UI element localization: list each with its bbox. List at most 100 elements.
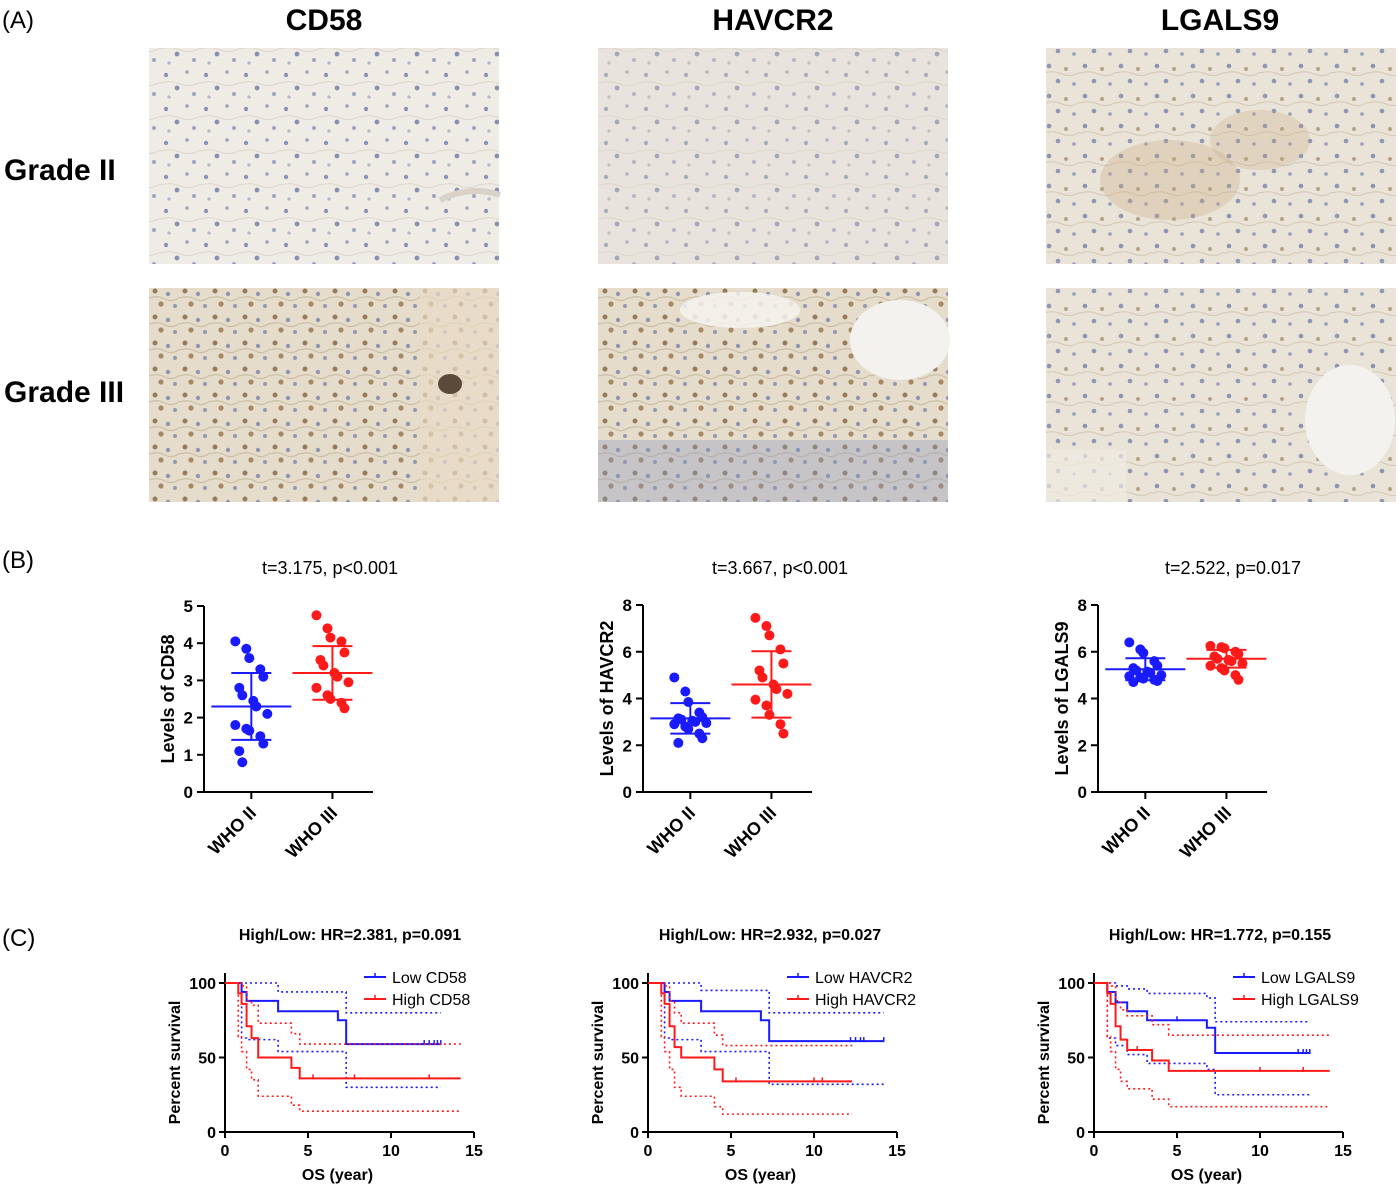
x-axis-label: OS (year) — [1171, 1167, 1242, 1184]
y-axis-label: Percent survival — [167, 1001, 184, 1125]
y-tick-label: 0 — [623, 783, 632, 802]
y-tick-label: 5 — [184, 597, 193, 616]
y-axis-label: Levels of CD58 — [158, 634, 178, 763]
who-iii-point — [761, 700, 772, 711]
x-tick-label: 5 — [304, 1143, 313, 1160]
who-ii-point — [237, 757, 248, 768]
who-iii-point — [1233, 674, 1244, 685]
histology-column-havcr2: HAVCR2 — [712, 4, 833, 37]
who-ii-point — [1138, 647, 1149, 658]
histology-row-grade-ii: Grade II — [4, 154, 116, 187]
low-survival-curve — [648, 982, 884, 1043]
who-iii-point — [757, 672, 768, 683]
dot-plot-2: t=3.667, p<0.001 0 2 4 6 8 Levels of HAVCR2 WHO… — [597, 558, 848, 862]
who-ii-point — [237, 690, 248, 701]
chart-title: High/Low: HR=1.772, p=0.155 — [1109, 927, 1331, 944]
low-ci-lower — [648, 982, 884, 1086]
y-tick-label: 0 — [207, 1125, 216, 1142]
who-iii-point — [325, 632, 336, 643]
y-axis-label: Levels of LGALS9 — [1052, 621, 1072, 775]
who-iii-point — [764, 630, 775, 641]
low-legend-label: Low LGALS9 — [1261, 970, 1355, 987]
chart-title: High/Low: HR=2.381, p=0.091 — [239, 927, 461, 944]
panel-label-c: (C) — [2, 925, 35, 952]
high-survival-curve — [1094, 982, 1330, 1072]
x-tick-label: WHO III — [1176, 803, 1235, 862]
y-tick-label: 8 — [1078, 596, 1087, 615]
who-iii-point — [339, 647, 350, 658]
histology-row-grade-iii: Grade III — [4, 376, 124, 409]
y-tick-label: 8 — [623, 596, 632, 615]
km-chart-3: High/Low: HR=1.772, p=0.155 0 50 100 0 5 10 15 O… — [1036, 927, 1359, 1184]
y-tick-label: 100 — [612, 976, 639, 993]
chart-title: High/Low: HR=2.932, p=0.027 — [659, 927, 881, 944]
who-iii-point — [750, 612, 761, 623]
y-tick-label: 2 — [1078, 736, 1087, 755]
micrograph-havcr2-grade-iii — [598, 288, 950, 502]
who-iii-point — [1226, 656, 1237, 667]
y-tick-label: 50 — [621, 1051, 639, 1068]
x-tick-label: 10 — [805, 1143, 823, 1160]
x-tick-label: 5 — [727, 1143, 736, 1160]
x-tick-label: 15 — [1334, 1143, 1352, 1160]
who-ii-point — [230, 720, 241, 731]
chart-title: t=2.522, p=0.017 — [1165, 558, 1301, 578]
who-ii-point — [669, 719, 680, 730]
micrograph-cd58-grade-ii — [149, 48, 501, 264]
who-iii-point — [761, 621, 772, 632]
dot-plot-3: t=2.522, p=0.017 0 2 4 6 8 Levels of LGALS9 WHO… — [1052, 558, 1301, 862]
who-iii-point — [782, 688, 793, 699]
x-tick-label: WHO II — [1098, 803, 1154, 859]
who-iii-point — [336, 636, 347, 647]
who-iii-point — [750, 694, 761, 705]
y-tick-label: 3 — [184, 671, 193, 690]
dot-plot-1: t=3.175, p<0.001 0 1 2 3 4 5 Levels of CD58 WHO … — [158, 558, 398, 862]
high-survival-curve — [225, 982, 461, 1080]
y-tick-label: 2 — [184, 709, 193, 728]
x-tick-label: 5 — [1173, 1143, 1182, 1160]
low-legend-label: Low CD58 — [392, 970, 467, 987]
y-axis-label: Percent survival — [1036, 1001, 1053, 1125]
low-survival-curve — [1094, 982, 1310, 1055]
y-tick-label: 0 — [630, 1125, 639, 1142]
micrograph-havcr2-grade-ii — [598, 48, 948, 264]
who-ii-point — [258, 738, 269, 749]
who-iii-point — [778, 658, 789, 669]
y-tick-label: 6 — [1078, 643, 1087, 662]
who-iii-point — [343, 677, 354, 688]
who-iii-point — [339, 703, 350, 714]
who-iii-point — [1233, 649, 1244, 660]
y-tick-label: 0 — [184, 783, 193, 802]
who-ii-point — [683, 697, 694, 708]
y-tick-label: 100 — [1058, 976, 1085, 993]
high-survival-curve — [648, 982, 853, 1083]
x-tick-label: WHO III — [721, 803, 780, 862]
who-iii-point — [332, 671, 343, 682]
y-axis-label: Percent survival — [590, 1001, 607, 1125]
y-tick-label: 6 — [623, 643, 632, 662]
histology-column-lgals9: LGALS9 — [1161, 4, 1279, 37]
who-ii-point — [244, 725, 255, 736]
x-tick-label: 10 — [1251, 1143, 1269, 1160]
micrograph-lgals9-grade-iii — [1046, 288, 1396, 502]
who-iii-point — [311, 682, 322, 693]
x-tick-label: 10 — [382, 1143, 400, 1160]
histology-column-cd58: CD58 — [286, 4, 363, 37]
chart-title: t=3.667, p<0.001 — [712, 558, 848, 578]
y-tick-label: 50 — [1067, 1051, 1085, 1068]
who-ii-point — [244, 653, 255, 664]
who-ii-point — [697, 733, 708, 744]
who-ii-point — [1138, 673, 1149, 684]
y-tick-label: 4 — [623, 690, 633, 709]
y-tick-label: 4 — [1078, 690, 1088, 709]
y-tick-label: 2 — [623, 736, 632, 755]
who-iii-point — [775, 719, 786, 730]
y-tick-label: 0 — [1078, 783, 1087, 802]
who-iii-point — [778, 728, 789, 739]
chart-title: t=3.175, p<0.001 — [262, 558, 398, 578]
panel-label-a: (A) — [2, 7, 34, 34]
who-ii-point — [683, 723, 694, 734]
who-ii-point — [1128, 677, 1139, 688]
km-chart-2: High/Low: HR=2.932, p=0.027 0 50 100 0 5 10 15 O… — [590, 927, 916, 1184]
